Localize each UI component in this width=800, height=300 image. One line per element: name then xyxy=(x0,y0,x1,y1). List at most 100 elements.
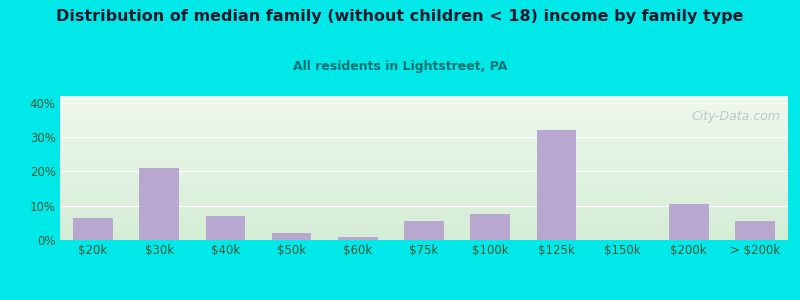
Bar xyxy=(60,105,788,106)
Bar xyxy=(60,191,788,193)
Bar xyxy=(60,190,788,191)
Bar xyxy=(60,128,788,129)
Bar xyxy=(60,204,788,206)
Bar xyxy=(60,177,788,178)
Bar xyxy=(60,181,788,182)
Bar xyxy=(60,234,788,236)
Bar xyxy=(60,227,788,229)
Bar xyxy=(60,238,788,240)
Bar xyxy=(60,195,788,197)
Bar xyxy=(669,204,709,240)
Bar xyxy=(60,158,788,159)
Bar xyxy=(60,135,788,136)
Bar xyxy=(60,184,788,185)
Bar xyxy=(60,142,788,143)
Bar xyxy=(60,139,788,141)
Bar xyxy=(60,112,788,113)
Bar xyxy=(60,121,788,122)
Bar xyxy=(60,159,788,161)
Bar xyxy=(60,116,788,118)
Bar xyxy=(60,198,788,200)
Bar xyxy=(60,149,788,151)
Bar xyxy=(60,143,788,145)
Bar xyxy=(60,207,788,208)
Bar xyxy=(60,197,788,198)
Bar xyxy=(60,130,788,132)
Bar xyxy=(60,220,788,221)
Bar xyxy=(60,102,788,103)
Bar xyxy=(74,218,113,240)
Bar xyxy=(60,201,788,202)
Bar xyxy=(60,182,788,184)
Bar xyxy=(60,161,788,162)
Bar xyxy=(60,224,788,226)
Bar xyxy=(60,202,788,204)
Bar xyxy=(60,194,788,195)
Bar xyxy=(60,115,788,116)
Bar xyxy=(404,221,444,240)
Bar xyxy=(470,214,510,240)
Bar xyxy=(60,206,788,207)
Bar xyxy=(60,141,788,142)
Bar xyxy=(60,98,788,99)
Bar xyxy=(60,233,788,234)
Bar xyxy=(60,231,788,233)
Bar xyxy=(60,226,788,227)
Bar xyxy=(60,214,788,215)
Bar xyxy=(60,213,788,214)
Bar xyxy=(139,168,179,240)
Bar xyxy=(60,155,788,157)
Bar xyxy=(60,132,788,134)
Bar xyxy=(60,109,788,110)
Bar xyxy=(60,107,788,109)
Bar xyxy=(60,129,788,130)
Bar xyxy=(60,157,788,158)
Bar xyxy=(60,125,788,126)
Bar xyxy=(60,230,788,231)
Bar xyxy=(60,122,788,123)
Bar xyxy=(60,123,788,125)
Text: All residents in Lightstreet, PA: All residents in Lightstreet, PA xyxy=(293,60,507,73)
Bar xyxy=(60,152,788,154)
Bar xyxy=(60,221,788,223)
Bar xyxy=(60,162,788,164)
Bar xyxy=(60,100,788,102)
Bar xyxy=(60,154,788,155)
Text: Distribution of median family (without children < 18) income by family type: Distribution of median family (without c… xyxy=(56,9,744,24)
Bar xyxy=(60,110,788,112)
Bar xyxy=(60,106,788,107)
Bar xyxy=(60,215,788,217)
Bar xyxy=(60,200,788,201)
Bar xyxy=(60,103,788,105)
Bar xyxy=(60,179,788,181)
Bar xyxy=(60,151,788,152)
Bar xyxy=(60,167,788,168)
Bar xyxy=(60,148,788,149)
Bar xyxy=(60,126,788,128)
Bar xyxy=(206,216,246,240)
Bar xyxy=(60,113,788,115)
Bar xyxy=(272,233,311,240)
Bar xyxy=(60,229,788,230)
Bar xyxy=(60,211,788,213)
Bar xyxy=(60,237,788,238)
Bar xyxy=(537,130,576,240)
Bar xyxy=(60,193,788,194)
Bar xyxy=(60,175,788,177)
Bar xyxy=(60,96,788,98)
Bar xyxy=(60,119,788,121)
Bar xyxy=(60,118,788,119)
Bar xyxy=(60,136,788,138)
Bar xyxy=(60,223,788,224)
Bar xyxy=(60,138,788,139)
Bar xyxy=(60,169,788,171)
Bar xyxy=(60,168,788,170)
Bar xyxy=(60,236,788,237)
Bar xyxy=(60,165,788,166)
Bar xyxy=(60,217,788,218)
Bar xyxy=(60,146,788,148)
Bar xyxy=(60,164,788,165)
Bar xyxy=(60,174,788,175)
Bar xyxy=(60,185,788,187)
Bar xyxy=(60,172,788,174)
